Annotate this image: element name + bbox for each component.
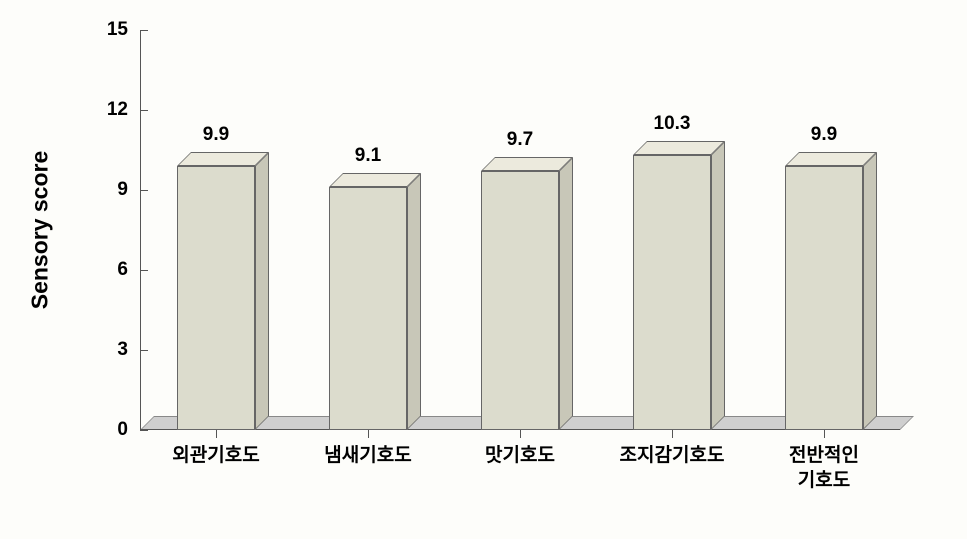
y-tick-label: 0	[117, 419, 128, 441]
bar-front	[633, 155, 711, 430]
y-tick	[140, 430, 148, 431]
y-tick	[140, 110, 148, 111]
bar-side	[407, 173, 421, 430]
y-tick	[140, 30, 148, 31]
bar-front	[785, 166, 863, 430]
bar-top	[177, 152, 269, 166]
bar: 9.9	[785, 166, 863, 430]
bar: 9.7	[481, 171, 559, 430]
y-tick-label: 6	[117, 259, 128, 281]
bar-side	[863, 152, 877, 430]
bar-value-label: 9.9	[203, 124, 229, 146]
y-tick-label: 12	[107, 99, 128, 121]
bar: 10.3	[633, 155, 711, 430]
bar-value-label: 9.1	[355, 145, 381, 167]
bar-front	[177, 166, 255, 430]
x-category-label: 냄새기호도	[292, 444, 444, 469]
x-category-label: 외관기호도	[140, 444, 292, 469]
bar-side	[711, 141, 725, 430]
bar-top	[481, 157, 573, 171]
x-category-label: 전반적인 기호도	[748, 444, 900, 493]
x-tick	[368, 430, 369, 438]
bar-top	[633, 141, 725, 155]
plot-area: 036912159.9외관기호도9.1냄새기호도9.7맛기호도10.3조지감기호…	[140, 30, 900, 430]
x-tick	[520, 430, 521, 438]
x-category-label: 조지감기호도	[596, 444, 748, 469]
y-tick-label: 9	[117, 179, 128, 201]
bar-top	[329, 173, 421, 187]
y-tick	[140, 190, 148, 191]
bar: 9.1	[329, 187, 407, 430]
bar-value-label: 9.7	[507, 129, 533, 151]
y-tick	[140, 270, 148, 271]
bar-side	[255, 152, 269, 430]
x-tick	[672, 430, 673, 438]
y-axis-line	[140, 30, 141, 430]
y-tick-label: 15	[107, 19, 128, 41]
x-tick	[216, 430, 217, 438]
bar-value-label: 10.3	[654, 113, 691, 135]
bar: 9.9	[177, 166, 255, 430]
bar-front	[481, 171, 559, 430]
x-category-label: 맛기호도	[444, 444, 596, 469]
sensory-chart: Sensory score 036912159.9외관기호도9.1냄새기호도9.…	[0, 0, 967, 539]
y-tick	[140, 350, 148, 351]
bar-value-label: 9.9	[811, 124, 837, 146]
bar-top	[785, 152, 877, 166]
bar-front	[329, 187, 407, 430]
y-axis-label: Sensory score	[27, 151, 54, 310]
y-tick-label: 3	[117, 339, 128, 361]
x-tick	[824, 430, 825, 438]
bar-side	[559, 157, 573, 430]
